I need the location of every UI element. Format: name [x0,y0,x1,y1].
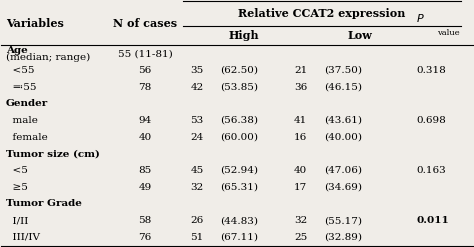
Text: 78: 78 [138,82,152,92]
Text: Low: Low [347,30,372,41]
Text: (60.00): (60.00) [220,133,258,142]
Text: Relative CCAT2 expression: Relative CCAT2 expression [238,8,406,19]
Text: 24: 24 [191,133,203,142]
Text: 55 (11-81): 55 (11-81) [118,49,173,58]
Text: 51: 51 [191,233,203,242]
Text: 25: 25 [294,233,307,242]
Text: (32.89): (32.89) [324,233,362,242]
Text: (43.61): (43.61) [324,116,362,125]
Text: 53: 53 [191,116,203,125]
Text: (55.17): (55.17) [324,216,362,225]
Text: 32: 32 [294,216,307,225]
Text: 94: 94 [138,116,152,125]
Text: Gender: Gender [6,99,48,108]
Text: 21: 21 [294,66,307,75]
Text: (56.38): (56.38) [220,116,258,125]
Text: $\it{P}$: $\it{P}$ [416,13,425,24]
Text: Tumor size (cm): Tumor size (cm) [6,149,100,158]
Text: (40.00): (40.00) [324,133,362,142]
Text: High: High [229,30,259,41]
Text: (62.50): (62.50) [220,66,258,75]
Text: (34.69): (34.69) [324,183,362,192]
Text: ≥5: ≥5 [6,183,28,192]
Text: 32: 32 [191,183,203,192]
Text: (52.94): (52.94) [220,166,258,175]
Text: <55: <55 [6,66,35,75]
Text: 0.163: 0.163 [416,166,446,175]
Text: N of cases: N of cases [113,18,177,29]
Text: female: female [6,133,48,142]
Text: 0.318: 0.318 [416,66,446,75]
Text: 35: 35 [191,66,203,75]
Text: 49: 49 [138,183,152,192]
Text: 0.011: 0.011 [416,216,449,225]
Text: (47.06): (47.06) [324,166,362,175]
Text: Tumor Grade: Tumor Grade [6,199,82,208]
Text: 85: 85 [138,166,152,175]
Text: Variables: Variables [6,18,64,29]
Text: 16: 16 [294,133,307,142]
Text: ≕55: ≕55 [6,82,36,92]
Text: 36: 36 [294,82,307,92]
Text: (37.50): (37.50) [324,66,362,75]
Text: (67.11): (67.11) [220,233,258,242]
Text: 26: 26 [191,216,203,225]
Text: (46.15): (46.15) [324,82,362,92]
Text: 45: 45 [191,166,203,175]
Text: Age: Age [6,45,28,55]
Text: 17: 17 [294,183,307,192]
Text: 41: 41 [294,116,307,125]
Text: (median; range): (median; range) [6,53,91,62]
Text: value: value [438,29,460,37]
Text: 0.698: 0.698 [416,116,446,125]
Text: (65.31): (65.31) [220,183,258,192]
Text: I/II: I/II [6,216,28,225]
Text: 76: 76 [138,233,152,242]
Text: 58: 58 [138,216,152,225]
Text: <5: <5 [6,166,28,175]
Text: 40: 40 [138,133,152,142]
Text: male: male [6,116,38,125]
Text: 56: 56 [138,66,152,75]
Text: 40: 40 [294,166,307,175]
Text: (53.85): (53.85) [220,82,258,92]
Text: 42: 42 [191,82,203,92]
Text: (44.83): (44.83) [220,216,258,225]
Text: III/IV: III/IV [6,233,40,242]
